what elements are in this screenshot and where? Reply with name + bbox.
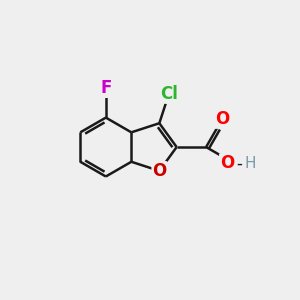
Text: O: O — [215, 110, 230, 128]
Text: O: O — [220, 154, 234, 172]
Text: H: H — [244, 156, 256, 171]
Text: F: F — [100, 79, 112, 97]
Text: O: O — [152, 162, 166, 180]
Text: -: - — [236, 154, 242, 172]
Text: Cl: Cl — [160, 85, 178, 103]
